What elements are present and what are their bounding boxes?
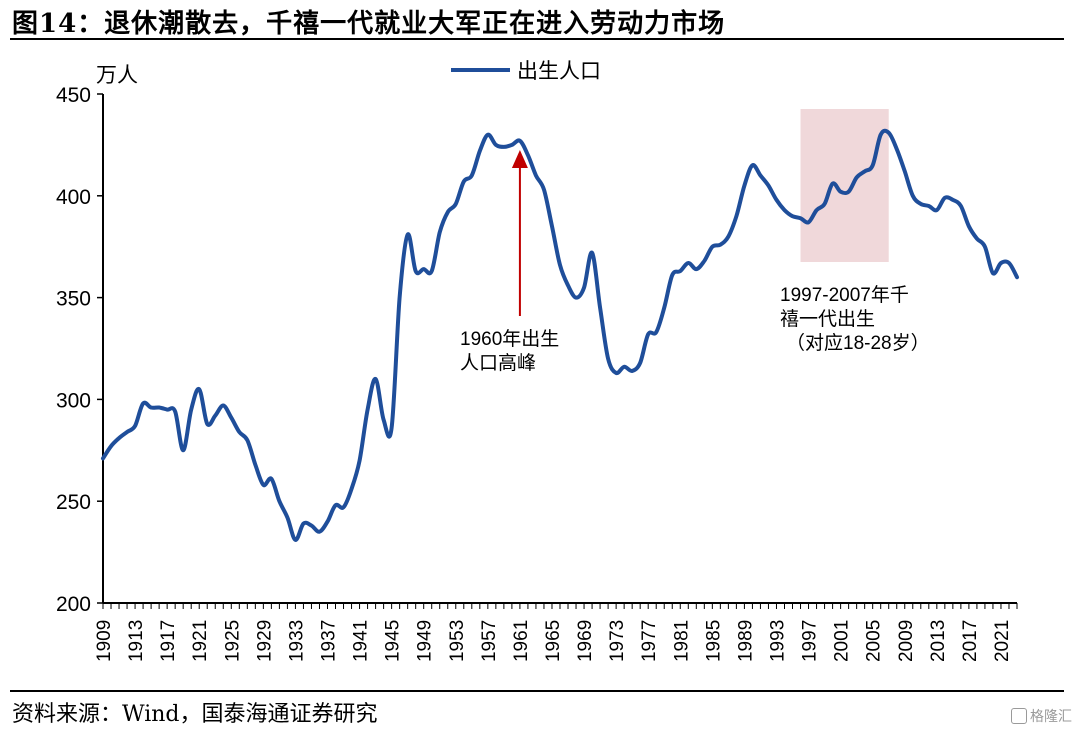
- footer-rule: [10, 690, 1064, 692]
- figure-title: 图14：退休潮散去，千禧一代就业大军正在进入劳动力市场: [12, 9, 726, 39]
- x-tick-label: 2017: [960, 620, 981, 662]
- x-tick-label: 2001: [832, 620, 853, 662]
- watermark-logo-icon: [1011, 708, 1027, 724]
- x-tick-label: 2021: [992, 620, 1013, 662]
- x-tick-label: 1921: [190, 620, 211, 662]
- y-tick-label: 400: [56, 186, 91, 209]
- y-tick-label: 350: [56, 288, 91, 311]
- x-tick-label: 1917: [158, 620, 179, 662]
- x-tick-label: 1965: [543, 620, 564, 662]
- series-layer: [101, 128, 1019, 542]
- x-tick-label: 1997: [800, 620, 821, 662]
- y-tick-label: 200: [56, 593, 91, 616]
- title-rule: [10, 38, 1064, 40]
- series-line-birth-population: [101, 128, 1019, 542]
- x-tick-label: 2009: [896, 620, 917, 662]
- watermark-text: 格隆汇: [1030, 709, 1072, 725]
- x-tick-label: 1949: [415, 620, 436, 662]
- x-tick-label: 1953: [447, 620, 468, 662]
- x-tick-label: 1933: [286, 620, 307, 662]
- y-tick-label: 250: [56, 491, 91, 514]
- source-note: 资料来源：Wind，国泰海通证券研究: [12, 702, 378, 727]
- x-tick-label: 1925: [222, 620, 243, 662]
- x-tick-label: 1957: [479, 620, 500, 662]
- x-tick-label: 1977: [639, 620, 660, 662]
- x-tick-label: 1989: [735, 620, 756, 662]
- y-tick-label: 450: [56, 84, 91, 107]
- x-tick-label: 1981: [671, 620, 692, 662]
- x-tick-label: 1937: [318, 620, 339, 662]
- y-axis-label: 万人: [96, 64, 138, 87]
- x-tick-label: 1961: [511, 620, 532, 662]
- x-tick-label: 1985: [703, 620, 724, 662]
- x-tick-label: 1969: [575, 620, 596, 662]
- millennial-annotation-label: （对应18-28岁）: [786, 332, 930, 354]
- legend-label-birth-population: 出生人口: [517, 60, 601, 83]
- millennial-annotation-label: 禧一代出生: [780, 308, 875, 330]
- millennial-highlight-layer: [800, 109, 889, 262]
- millennial-highlight-band: [800, 109, 889, 262]
- x-tick-label: 1909: [94, 620, 115, 662]
- peak-arrow-head: [511, 150, 528, 168]
- x-tick-label: 2005: [864, 620, 885, 662]
- peak-annotation-label: 1960年出生: [460, 328, 559, 350]
- x-tick-label: 2013: [928, 620, 949, 662]
- x-tick-label: 1993: [767, 620, 788, 662]
- legend-layer: 出生人口: [451, 60, 601, 83]
- watermark: 格隆汇: [1011, 706, 1072, 726]
- millennial-annotation-label: 1997-2007年千: [780, 284, 909, 306]
- peak-annotation-label: 人口高峰: [460, 352, 536, 374]
- x-tick-label: 1913: [126, 620, 147, 662]
- x-tick-label: 1941: [351, 620, 372, 662]
- x-tick-label: 1973: [607, 620, 628, 662]
- x-tick-label: 1929: [254, 620, 275, 662]
- y-tick-label: 300: [56, 389, 91, 412]
- x-tick-label: 1945: [383, 620, 404, 662]
